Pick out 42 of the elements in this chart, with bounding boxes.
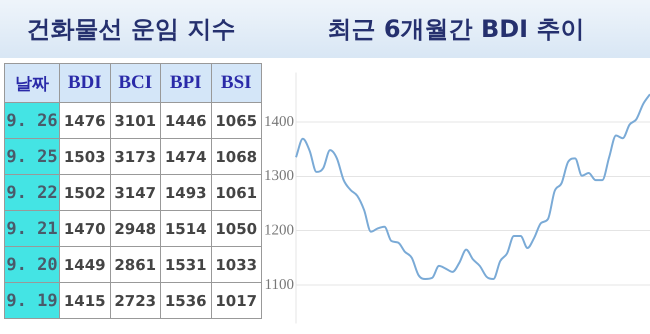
data-label: 2948 [110,210,160,246]
x-tick-label: BDI [60,64,110,102]
y-tick-label: 1200 [264,222,294,239]
x-tick-label: BSI [211,64,262,102]
data-label: 1415 [60,282,110,318]
y-tick-label: 9. 26 [4,102,60,138]
chart-title: 최근 6개월간 BDI 추이 [326,14,586,45]
data-label: 1493 [160,174,211,210]
data-label: 1536 [160,282,211,318]
x-tick-label: BPI [160,64,211,102]
y-tick-label: 9. 22 [4,174,60,210]
data-label: 1017 [211,282,262,318]
y-axis-title: 날짜 [4,64,60,102]
y-tick-label: 1400 [264,114,294,130]
data-label: 3101 [110,102,160,138]
data-label: 3173 [110,138,160,174]
data-label: 2861 [110,246,160,282]
data-label: 2723 [110,282,160,318]
line-series [295,93,650,280]
x-tick-label: BCI [110,64,160,102]
data-label: 1503 [60,138,110,174]
data-label: 1531 [160,246,211,282]
data-label: 1476 [60,102,110,138]
data-label: 1446 [160,102,211,138]
y-tick-label: 9. 20 [4,246,60,282]
data-label: 1033 [211,246,262,282]
data-label: 1065 [211,102,262,138]
data-label: 1449 [60,246,110,282]
y-tick-label: 1300 [264,168,294,184]
y-tick-label: 9. 21 [4,210,60,246]
y-tick-label: 9. 19 [4,282,60,318]
y-tick-label: 1100 [264,276,294,293]
data-label: 1502 [60,174,110,210]
data-label: 1061 [211,174,262,210]
data-label: 1050 [211,210,262,246]
data-label: 1514 [160,210,211,246]
chart-title: 건화물선 운임 지수 [26,14,236,45]
data-label: 3147 [110,174,160,210]
data-label: 1474 [160,138,211,174]
y-tick-label: 9. 25 [4,138,60,174]
data-label: 1068 [211,138,262,174]
data-label: 1470 [60,210,110,246]
